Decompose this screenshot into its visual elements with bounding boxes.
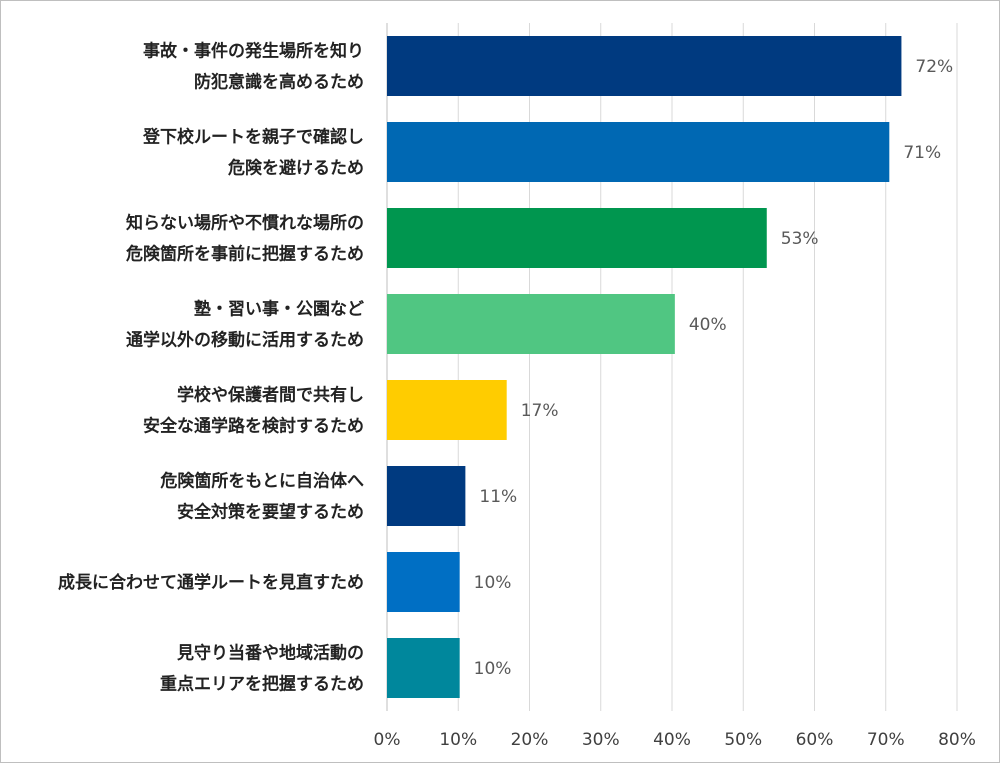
x-tick-label: 30% <box>582 730 620 750</box>
category-label-line: 安全な通学路を検討するため <box>143 416 364 437</box>
bar <box>387 380 507 440</box>
x-tick-label: 60% <box>796 730 834 750</box>
bar <box>387 208 767 268</box>
category-label: 危険箇所をもとに自治体へ安全対策を要望するため <box>159 471 364 523</box>
bar <box>387 294 675 354</box>
category-label-line: 通学以外の移動に活用するため <box>126 330 364 351</box>
category-label-line: 学校や保護者間で共有し <box>177 385 364 406</box>
bar <box>387 552 460 612</box>
data-label: 17% <box>521 401 559 421</box>
data-label: 10% <box>474 573 512 593</box>
category-label-line: 安全対策を要望するため <box>177 502 364 523</box>
category-label-line: 事故・事件の発生場所を知り <box>143 41 364 62</box>
x-tick-label: 0% <box>374 730 401 750</box>
category-label-line: 登下校ルートを親子で確認し <box>142 127 364 148</box>
data-label: 40% <box>689 315 727 335</box>
category-label-line: 成長に合わせて通学ルートを見直すため <box>58 572 364 593</box>
category-label-line: 知らない場所や不慣れな場所の <box>125 213 364 234</box>
data-label: 72% <box>915 57 953 77</box>
category-label-line: 危険箇所を事前に把握するため <box>125 244 364 265</box>
data-label: 10% <box>474 659 512 679</box>
bar <box>387 122 890 182</box>
bar <box>387 466 466 526</box>
category-label: 見守り当番や地域活動の重点エリアを把握するため <box>160 643 364 695</box>
category-label-line: 危険箇所をもとに自治体へ <box>159 471 364 492</box>
x-tick-label: 10% <box>439 730 477 750</box>
data-label: 53% <box>781 229 819 249</box>
x-tick-label: 80% <box>938 730 976 750</box>
data-label: 11% <box>479 487 517 507</box>
x-tick-label: 20% <box>511 730 549 750</box>
category-label-line: 防犯意識を高めるため <box>194 72 364 93</box>
category-label-line: 危険を避けるため <box>227 158 364 179</box>
category-label-line: 重点エリアを把握するため <box>160 674 364 695</box>
category-label: 学校や保護者間で共有し安全な通学路を検討するため <box>143 385 364 437</box>
x-tick-label: 70% <box>867 730 905 750</box>
x-tick-label: 50% <box>724 730 762 750</box>
bar <box>387 36 902 96</box>
data-label: 71% <box>903 143 941 163</box>
bar <box>387 638 460 698</box>
category-label: 事故・事件の発生場所を知り防犯意識を高めるため <box>143 41 364 93</box>
category-label: 知らない場所や不慣れな場所の危険箇所を事前に把握するため <box>125 213 364 265</box>
category-label: 登下校ルートを親子で確認し危険を避けるため <box>142 127 364 179</box>
category-label: 成長に合わせて通学ルートを見直すため <box>58 572 364 593</box>
category-label-line: 塾・習い事・公園など <box>194 299 364 320</box>
category-label: 塾・習い事・公園など通学以外の移動に活用するため <box>126 299 364 351</box>
category-label-line: 見守り当番や地域活動の <box>176 643 364 664</box>
x-tick-label: 40% <box>653 730 691 750</box>
